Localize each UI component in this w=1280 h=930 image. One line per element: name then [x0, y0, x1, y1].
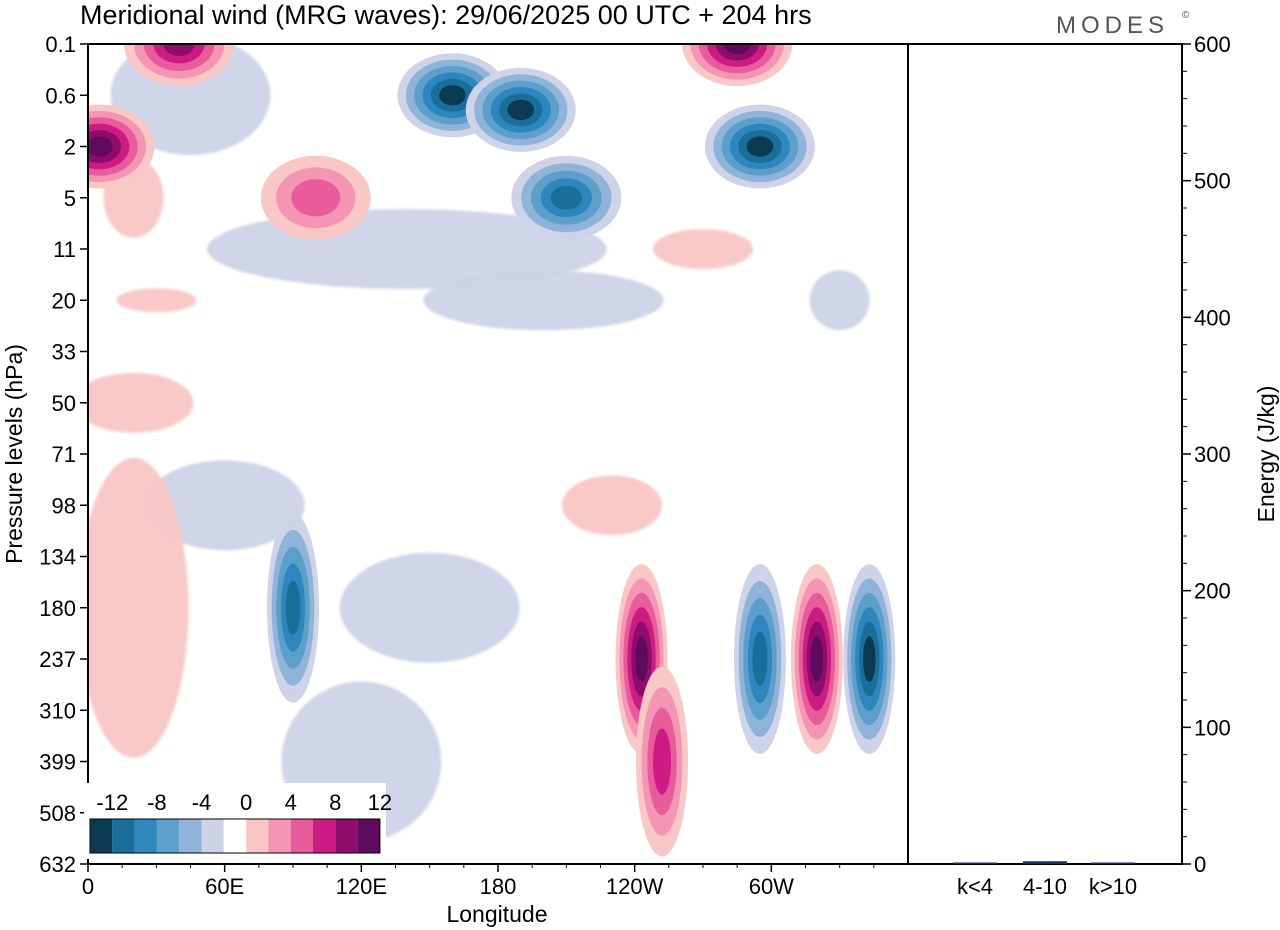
- contour-band: [423, 270, 664, 331]
- y-axis: 0.1 0.6 2 5 11 20 33 50 71 98 134 180 237 310 399 508 63…: [39, 32, 88, 877]
- chart-title: Meridional wind (MRG waves): 29/06/2025 …: [80, 0, 812, 30]
- contour-level: [439, 85, 466, 106]
- logo-text: MODES: [1056, 12, 1169, 39]
- contour-level: [88, 136, 113, 157]
- x-tick-label: 0: [82, 874, 94, 899]
- contour-band: [88, 457, 189, 758]
- y-tick-label: 310: [39, 698, 76, 723]
- energy-bar: [1091, 862, 1135, 864]
- y-tick-label: 33: [52, 340, 76, 365]
- energy-frame: [907, 43, 1183, 865]
- colorbar-swatch: [179, 819, 202, 853]
- contour-band: [653, 229, 753, 269]
- energy-tick-label: 600: [1194, 32, 1231, 57]
- contour-band: [809, 270, 870, 331]
- colorbar-swatch: [156, 819, 180, 853]
- y-tick-label: 0.1: [45, 32, 76, 57]
- colorbar-swatch: [290, 819, 313, 853]
- x-tick-label: 60E: [205, 874, 244, 899]
- energy-tick-label: 400: [1194, 305, 1231, 330]
- colorbar-label: 4: [285, 790, 297, 815]
- energy-tick-label: 100: [1194, 715, 1231, 740]
- y-tick-label: 2: [64, 135, 76, 160]
- energy-category-label: k>10: [1089, 874, 1137, 899]
- colorbar-swatch: [112, 819, 135, 853]
- colorbar-swatch: [268, 819, 291, 853]
- colorbar: -12 -8 -4 0 4 8 12: [84, 783, 392, 859]
- contour-level: [810, 635, 824, 683]
- x-axis-label: Longitude: [446, 901, 547, 927]
- colorbar-label: -4: [192, 790, 212, 815]
- contour-level: [285, 580, 301, 635]
- contour-level: [291, 179, 341, 217]
- y-tick-label: 134: [39, 545, 76, 570]
- colorbar-swatch: [90, 819, 113, 853]
- colorbar-swatch: [246, 819, 269, 853]
- contour-band: [116, 288, 197, 313]
- colorbar-swatch: [223, 819, 247, 853]
- y-tick-label: 98: [52, 493, 76, 518]
- y-tick-label: 50: [52, 391, 76, 416]
- y-tick-label: 0.6: [45, 83, 76, 108]
- energy-tick-label: 200: [1194, 579, 1231, 604]
- y-tick-label: 180: [39, 596, 76, 621]
- y-tick-label: 237: [39, 647, 76, 672]
- colorbar-swatch: [134, 819, 157, 853]
- contour-band: [561, 475, 662, 536]
- colorbar-swatch: [201, 819, 224, 853]
- y-tick-label: 5: [64, 186, 76, 211]
- colorbar-label: 8: [329, 790, 341, 815]
- energy-bar: [1023, 861, 1067, 864]
- contour-level: [746, 136, 774, 157]
- contour-level: [862, 635, 876, 683]
- energy-category-label: k<4: [957, 874, 993, 899]
- colorbar-swatch: [313, 819, 336, 853]
- energy-tick-label: 0: [1194, 852, 1206, 877]
- contour-level: [635, 635, 648, 683]
- colorbar-frame: [89, 818, 381, 854]
- logo-mark: ©: [1182, 10, 1190, 21]
- contour-level: [550, 185, 583, 210]
- y-tick-label: 71: [52, 442, 76, 467]
- energy-tick-label: 300: [1194, 442, 1231, 467]
- energy-tick-label: 500: [1194, 169, 1231, 194]
- energy-axis: 0 100 200 300 400 500 600: [1182, 32, 1231, 877]
- y-tick-label: 399: [39, 750, 76, 775]
- colorbar-label: 0: [240, 790, 252, 815]
- energy-bars: k<4 4-10 k>10: [953, 861, 1137, 899]
- x-tick-label: 60W: [749, 874, 794, 899]
- y-tick-label: 632: [39, 852, 76, 877]
- y-tick-label: 508: [39, 801, 76, 826]
- y-axis-label: Pressure levels (hPa): [1, 344, 27, 564]
- contour-band: [144, 460, 305, 551]
- contour-band: [339, 552, 520, 663]
- x-tick-label: 120W: [606, 874, 664, 899]
- contour-level: [752, 631, 768, 687]
- x-tick-label: 180: [480, 874, 517, 899]
- y-tick-label: 20: [52, 288, 76, 313]
- energy-axis-label: Energy (J/kg): [1253, 386, 1279, 523]
- contour-level: [507, 99, 535, 121]
- x-tick-label: 120E: [336, 874, 387, 899]
- contour-level: [723, 44, 751, 55]
- colorbar-label: -12: [96, 790, 128, 815]
- colorbar-swatch: [335, 819, 358, 853]
- colorbar-label: 12: [368, 790, 392, 815]
- energy-bar: [953, 862, 997, 864]
- y-tick-label: 11: [53, 237, 76, 262]
- contour-field: [88, 44, 896, 857]
- contour-band: [88, 372, 194, 433]
- colorbar-label: -8: [147, 790, 167, 815]
- colorbar-swatch: [357, 819, 380, 853]
- contour-level: [652, 728, 672, 795]
- contour-level: [163, 44, 195, 56]
- x-axis: 0 60E 120E 180 120W 60W: [82, 864, 875, 899]
- energy-category-label: 4-10: [1023, 874, 1067, 899]
